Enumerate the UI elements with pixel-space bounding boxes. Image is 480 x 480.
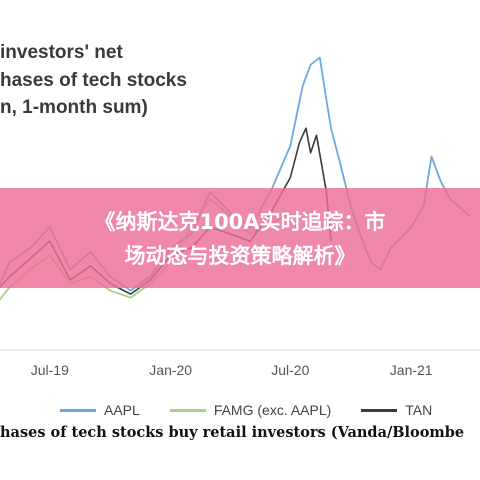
legend-swatch xyxy=(361,408,398,412)
legend-item: TAN xyxy=(361,402,432,418)
title-banner xyxy=(0,188,480,288)
x-tick-label: Jan-20 xyxy=(149,362,192,378)
banner-title-line-1: 《纳斯达克100A实时追踪：市 xyxy=(94,210,386,234)
legend-label: AAPL xyxy=(104,402,140,418)
banner-title: 《纳斯达克100A实时追踪：市 场动态与投资策略解析》 xyxy=(0,205,480,273)
x-tick-label: Jul-20 xyxy=(271,362,309,378)
x-axis: Jul-19 Jan-20 Jul-20 Jan-21 xyxy=(0,349,480,378)
legend-item: FAMG (exc. AAPL) xyxy=(169,402,332,418)
legend-label: TAN xyxy=(405,402,433,418)
legend-label: FAMG (exc. AAPL) xyxy=(213,402,332,418)
x-tick-label: Jul-19 xyxy=(31,362,69,378)
banner-title-line-2: 场动态与投资策略解析》 xyxy=(124,244,356,268)
chart-title-line-2: hases of tech stocks xyxy=(0,70,187,91)
legend-swatch xyxy=(60,408,96,412)
chart-legend: AAPL FAMG (exc. AAPL) TAN xyxy=(60,399,462,421)
chart-title-line-3: n, 1-month sum) xyxy=(0,97,148,118)
legend-item: AAPL xyxy=(60,402,140,418)
legend-swatch xyxy=(169,408,206,412)
figure-caption: hases of tech stocks buy retail investor… xyxy=(0,424,465,441)
chart-title-line-1: investors' net xyxy=(0,42,123,63)
x-tick-label: Jan-21 xyxy=(390,362,433,378)
